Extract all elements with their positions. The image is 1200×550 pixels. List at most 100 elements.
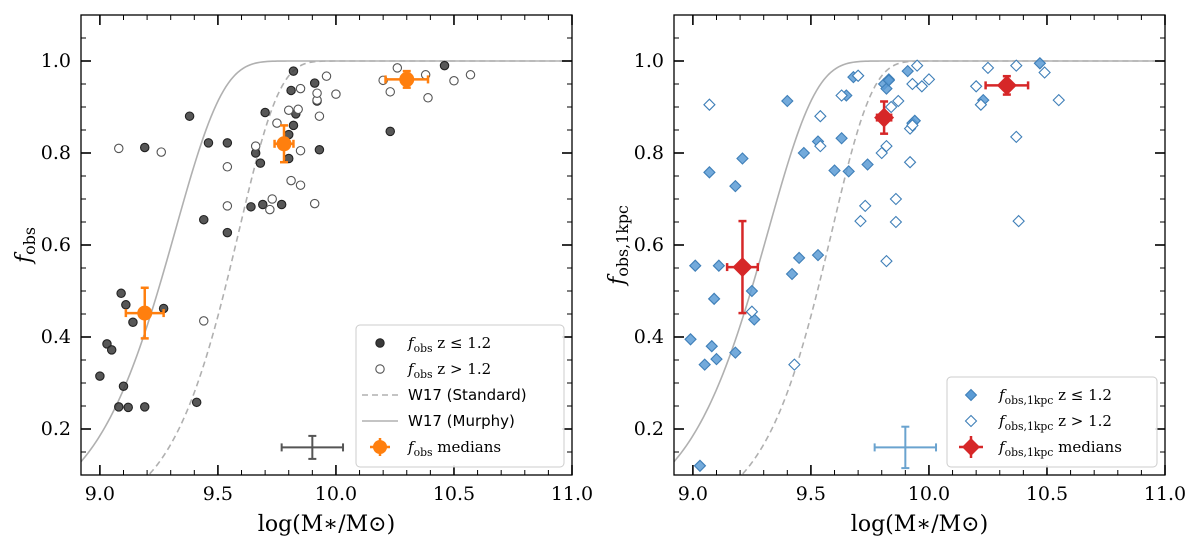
- data-point-high-z: [745, 305, 759, 318]
- data-point-high-z: [199, 316, 209, 326]
- legend-label: fobs,1kpc medians: [998, 438, 1122, 459]
- data-point-low-z: [703, 166, 716, 179]
- data-point-high-z: [906, 77, 919, 91]
- x-tick-label: 9.5: [796, 483, 826, 505]
- legend-label: W17 (Standard): [408, 386, 527, 404]
- legend-marker: [375, 364, 385, 374]
- data-point-low-z: [246, 202, 256, 212]
- data-point-low-z: [693, 459, 707, 473]
- legend-label: fobs,1kpc z > 1.2: [998, 412, 1112, 433]
- data-point-high-z: [295, 83, 306, 94]
- data-point-high-z: [1038, 66, 1051, 79]
- y-tick-label: 1.0: [41, 50, 71, 72]
- data-point-high-z: [922, 73, 936, 86]
- x-tick-label: 10.5: [433, 483, 475, 505]
- data-point-high-z: [331, 89, 341, 99]
- y-tick-label: 1.0: [634, 50, 664, 72]
- data-point-low-z: [712, 259, 726, 272]
- legend-marker: [964, 414, 978, 428]
- data-point-low-z: [191, 397, 202, 408]
- legend-marker: [373, 440, 387, 454]
- data-point-low-z: [106, 345, 117, 355]
- legend-box: [946, 376, 1158, 468]
- data-point-high-z: [114, 143, 124, 154]
- data-point-high-z: [265, 204, 275, 215]
- curve-w17-murphy: [674, 60, 1165, 463]
- data-point-low-z: [118, 381, 129, 391]
- data-point-low-z: [95, 371, 105, 381]
- data-point-high-z: [981, 61, 995, 75]
- data-point-low-z: [258, 199, 268, 210]
- data-point-low-z: [698, 358, 711, 371]
- legend-marker: [964, 388, 978, 402]
- data-point-high-z: [283, 105, 294, 115]
- data-point-low-z: [203, 138, 214, 148]
- y-axis-label: fobs: [12, 227, 39, 265]
- data-point-high-z: [309, 198, 320, 209]
- data-point-low-z: [139, 402, 150, 412]
- data-point-high-z: [910, 59, 924, 72]
- plot-area: [674, 57, 1165, 475]
- plot-area: [81, 60, 572, 475]
- data-point-low-z: [121, 300, 131, 310]
- y-tick-label: 0.4: [41, 326, 71, 348]
- x-tick-label: 9.0: [678, 483, 708, 505]
- data-point-low-z: [1033, 57, 1047, 70]
- left-panel: 9.0 9.5 10.0 10.5 11.0 0.2 0.4 0.6 0.8 1.0 log(M∗/…: [12, 14, 593, 537]
- data-point-low-z: [729, 346, 742, 359]
- data-point-high-z: [1010, 59, 1023, 72]
- data-point-high-z: [906, 119, 919, 132]
- data-point-high-z: [295, 145, 306, 156]
- y-tick-label: 0.8: [41, 142, 71, 164]
- legend-marker: [375, 338, 385, 348]
- data-point-low-z: [842, 165, 855, 178]
- x-axis-label: log(M∗/M⊙): [258, 512, 395, 537]
- data-point-high-z: [449, 76, 459, 86]
- x-tick-label: 11.0: [551, 483, 593, 505]
- legend-label: W17 (Murphy): [408, 412, 515, 430]
- legend: fobs,1kpc z ≤ 1.2 fobs,1kpc z > 1.2 fobs,1…: [946, 376, 1158, 468]
- right-panel: 9.0 9.5 10.0 10.5 11.0 0.2 0.4 0.6 0.8 1.0 log(M∗/…: [605, 14, 1186, 537]
- data-point-high-z: [222, 201, 233, 211]
- data-point-high-z: [293, 104, 303, 115]
- data-point-high-z: [854, 214, 867, 228]
- x-tick-label: 10.5: [1026, 483, 1068, 505]
- legend-label: fobs medians: [407, 438, 501, 459]
- data-point-low-z: [828, 164, 841, 177]
- data-point-low-z: [811, 248, 825, 262]
- x-tick-label: 11.0: [1144, 483, 1186, 505]
- y-tick-label: 0.6: [41, 234, 71, 256]
- y-tick-label: 0.4: [634, 326, 664, 348]
- data-point-low-z: [385, 126, 395, 137]
- data-point-low-z: [309, 78, 320, 88]
- x-tick-label: 9.5: [203, 483, 233, 505]
- data-point-high-z: [385, 87, 395, 97]
- data-point-high-z: [814, 139, 827, 153]
- legend-label: fobs,1kpc z ≤ 1.2: [998, 386, 1112, 407]
- x-tick-label: 10.0: [908, 483, 950, 505]
- data-point-high-z: [272, 118, 282, 128]
- data-point-low-z: [880, 82, 893, 95]
- data-point-high-z: [703, 98, 716, 111]
- data-point-high-z: [889, 215, 903, 229]
- data-point-high-z: [392, 63, 403, 73]
- data-point-high-z: [156, 147, 167, 157]
- data-point-high-z: [880, 254, 893, 268]
- data-point-high-z: [423, 93, 433, 103]
- data-point-high-z: [974, 98, 988, 111]
- data-point-low-z: [222, 227, 233, 238]
- data-point-high-z: [884, 100, 898, 114]
- data-point-low-z: [729, 179, 742, 193]
- data-point-low-z: [792, 251, 806, 265]
- y-tick-label: 0.2: [634, 418, 664, 440]
- median-point: [137, 305, 153, 321]
- data-point-low-z: [260, 107, 270, 118]
- data-point-low-z: [835, 132, 848, 145]
- data-point-high-z: [250, 141, 261, 151]
- median-point: [276, 136, 292, 152]
- data-point-low-z: [710, 352, 723, 366]
- median-point: [996, 75, 1017, 96]
- data-point-high-z: [858, 199, 872, 213]
- data-point-high-z: [889, 192, 903, 206]
- data-point-high-z: [295, 180, 306, 190]
